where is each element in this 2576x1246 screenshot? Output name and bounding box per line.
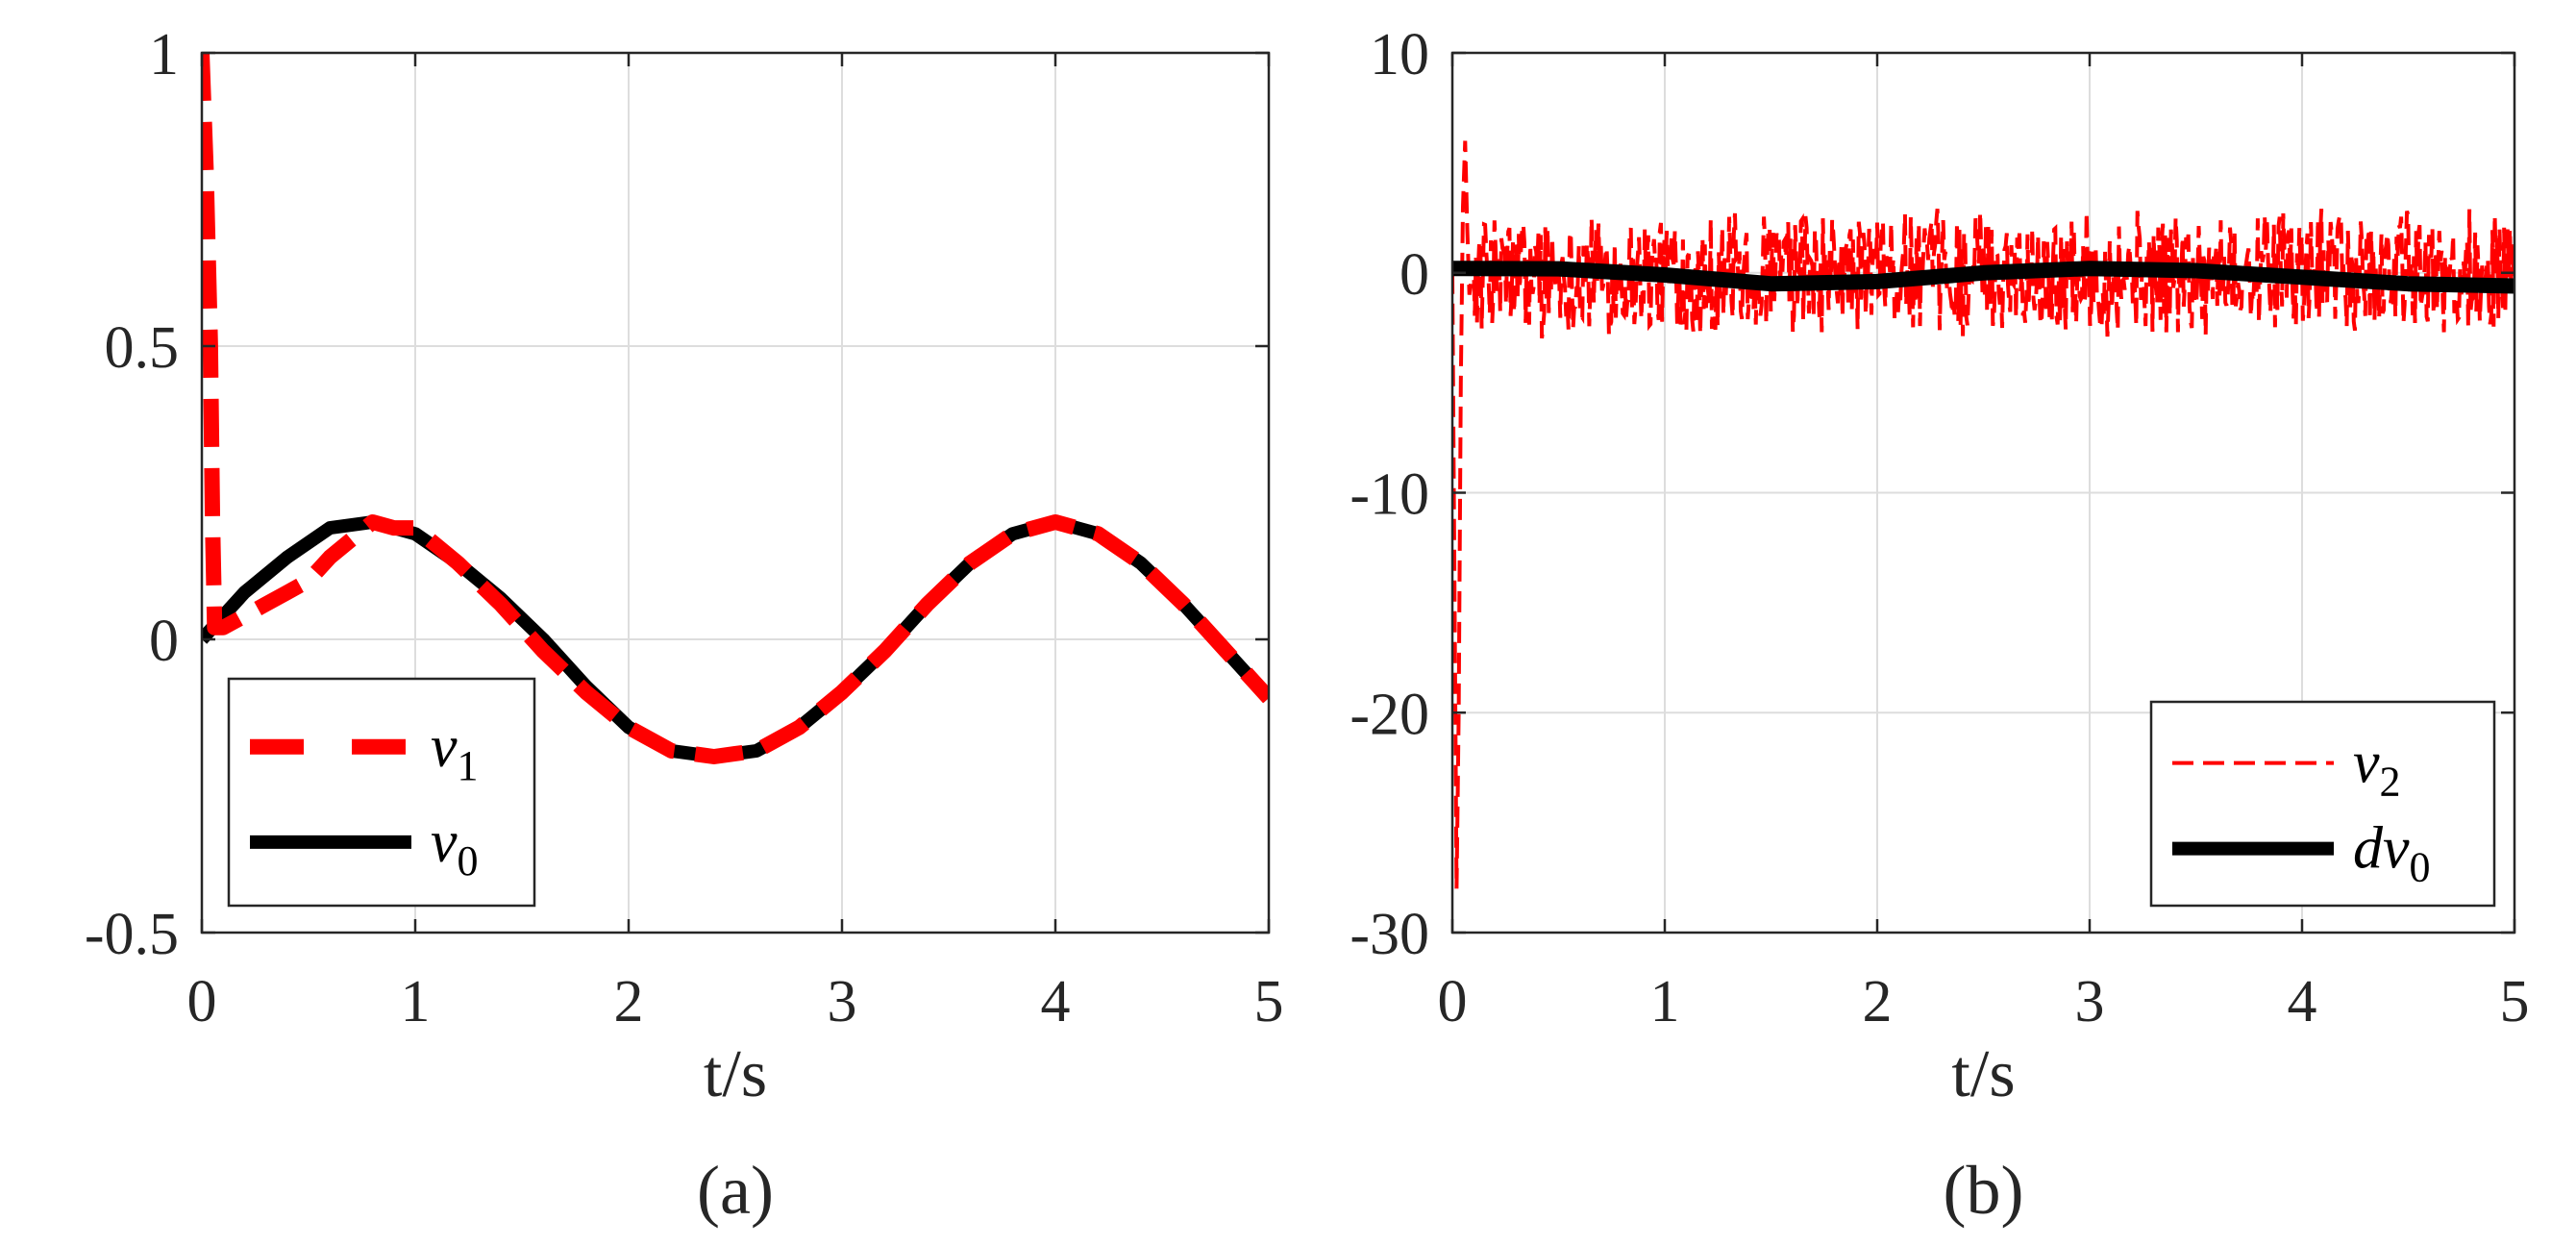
x-tick-label: 5 bbox=[2500, 969, 2530, 1034]
y-tick-label: -30 bbox=[1350, 902, 1429, 967]
x-axis-label-b: t/s bbox=[1951, 1037, 2015, 1111]
y-tick-label: 0.5 bbox=[105, 315, 180, 381]
x-tick-label: 5 bbox=[1254, 969, 1284, 1034]
series-layer-a bbox=[202, 52, 1269, 764]
x-tick-label: 3 bbox=[828, 969, 857, 1034]
y-tick-label: -20 bbox=[1350, 682, 1429, 747]
legend-label: dv0 bbox=[2353, 816, 2431, 891]
x-tick-label: 2 bbox=[1863, 969, 1893, 1034]
series-line-dv0 bbox=[1452, 261, 2514, 294]
x-tick-label: 4 bbox=[2288, 969, 2317, 1034]
x-tick-label: 3 bbox=[2075, 969, 2105, 1034]
x-tick-label: 0 bbox=[187, 969, 217, 1034]
legend-box bbox=[2149, 700, 2496, 908]
y-tick-label: -10 bbox=[1350, 462, 1429, 528]
y-tick-label: 1 bbox=[149, 22, 179, 87]
ticks-b: 0 1 2 3 4 5 -30 -20 -10 0 10 bbox=[1350, 22, 2529, 1034]
x-axis-label-a: t/s bbox=[704, 1037, 767, 1111]
legend-label: v0 bbox=[431, 810, 479, 885]
y-tick-label: -0.5 bbox=[85, 902, 179, 967]
y-tick-label: 0 bbox=[149, 609, 179, 674]
caption-b: (b) bbox=[1944, 1152, 2024, 1229]
ticks-a: 0 1 2 3 4 5-0.500.51 bbox=[85, 22, 1284, 1034]
x-tick-label: 4 bbox=[1041, 969, 1071, 1034]
x-tick-label: 1 bbox=[1650, 969, 1680, 1034]
x-tick-label: 2 bbox=[614, 969, 644, 1034]
legend-label: v1 bbox=[431, 714, 479, 789]
y-tick-label: 0 bbox=[1399, 242, 1429, 308]
legend-box bbox=[227, 677, 536, 908]
series-line-v1 bbox=[202, 52, 1269, 764]
x-tick-label: 0 bbox=[1438, 969, 1468, 1034]
y-tick-label: 10 bbox=[1370, 22, 1429, 87]
x-tick-label: 1 bbox=[401, 969, 431, 1034]
caption-a: (a) bbox=[697, 1152, 774, 1229]
legend-label: v2 bbox=[2353, 731, 2401, 806]
axes-frame-a bbox=[200, 51, 1271, 934]
series-layer-b bbox=[1452, 140, 2514, 889]
